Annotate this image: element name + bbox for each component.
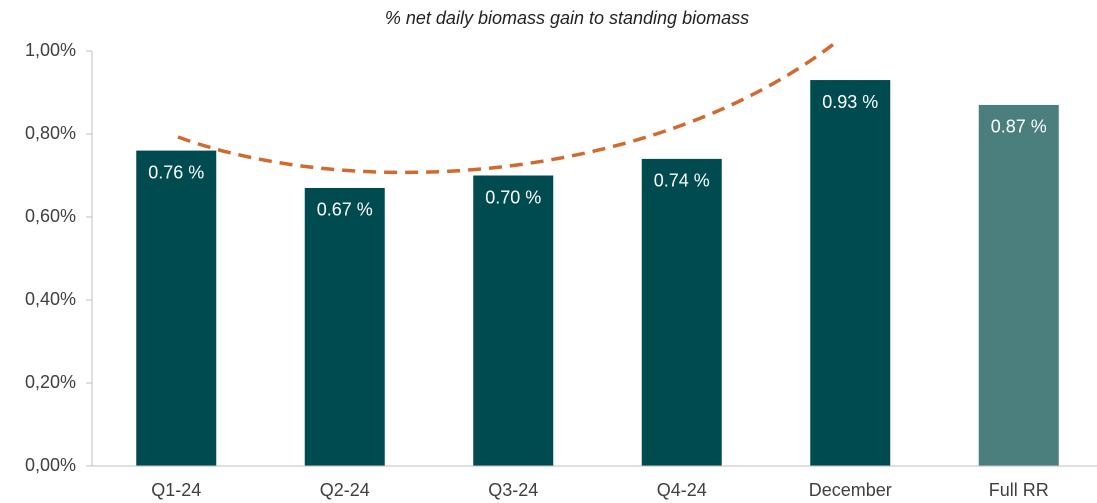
value-label: 0.67 % bbox=[317, 200, 373, 220]
y-tick-label: 1,00% bbox=[25, 40, 76, 60]
y-tick-label: 0,60% bbox=[25, 206, 76, 226]
bar bbox=[304, 187, 385, 466]
value-label: 0.93 % bbox=[822, 92, 878, 112]
x-tick-label: Q1-24 bbox=[151, 480, 201, 500]
value-label: 0.70 % bbox=[485, 187, 541, 207]
value-label: 0.87 % bbox=[991, 117, 1047, 137]
bar bbox=[810, 80, 891, 467]
bar bbox=[641, 158, 722, 466]
y-tick-label: 0,80% bbox=[25, 123, 76, 143]
y-tick-label: 0,00% bbox=[25, 455, 76, 475]
trend-line bbox=[177, 41, 837, 175]
y-tick-label: 0,20% bbox=[25, 372, 76, 392]
y-tick-label: 0,40% bbox=[25, 289, 76, 309]
x-tick-label: Q4-24 bbox=[657, 480, 707, 500]
x-tick-label: Full RR bbox=[989, 480, 1049, 500]
bar bbox=[978, 104, 1059, 466]
value-label: 0.74 % bbox=[654, 171, 710, 191]
bar bbox=[136, 150, 217, 466]
x-tick-label: Q3-24 bbox=[488, 480, 538, 500]
x-tick-label: December bbox=[809, 480, 892, 500]
chart-title: % net daily biomass gain to standing bio… bbox=[385, 8, 749, 28]
bar bbox=[473, 175, 554, 466]
value-label: 0.76 % bbox=[148, 162, 204, 182]
x-tick-label: Q2-24 bbox=[320, 480, 370, 500]
